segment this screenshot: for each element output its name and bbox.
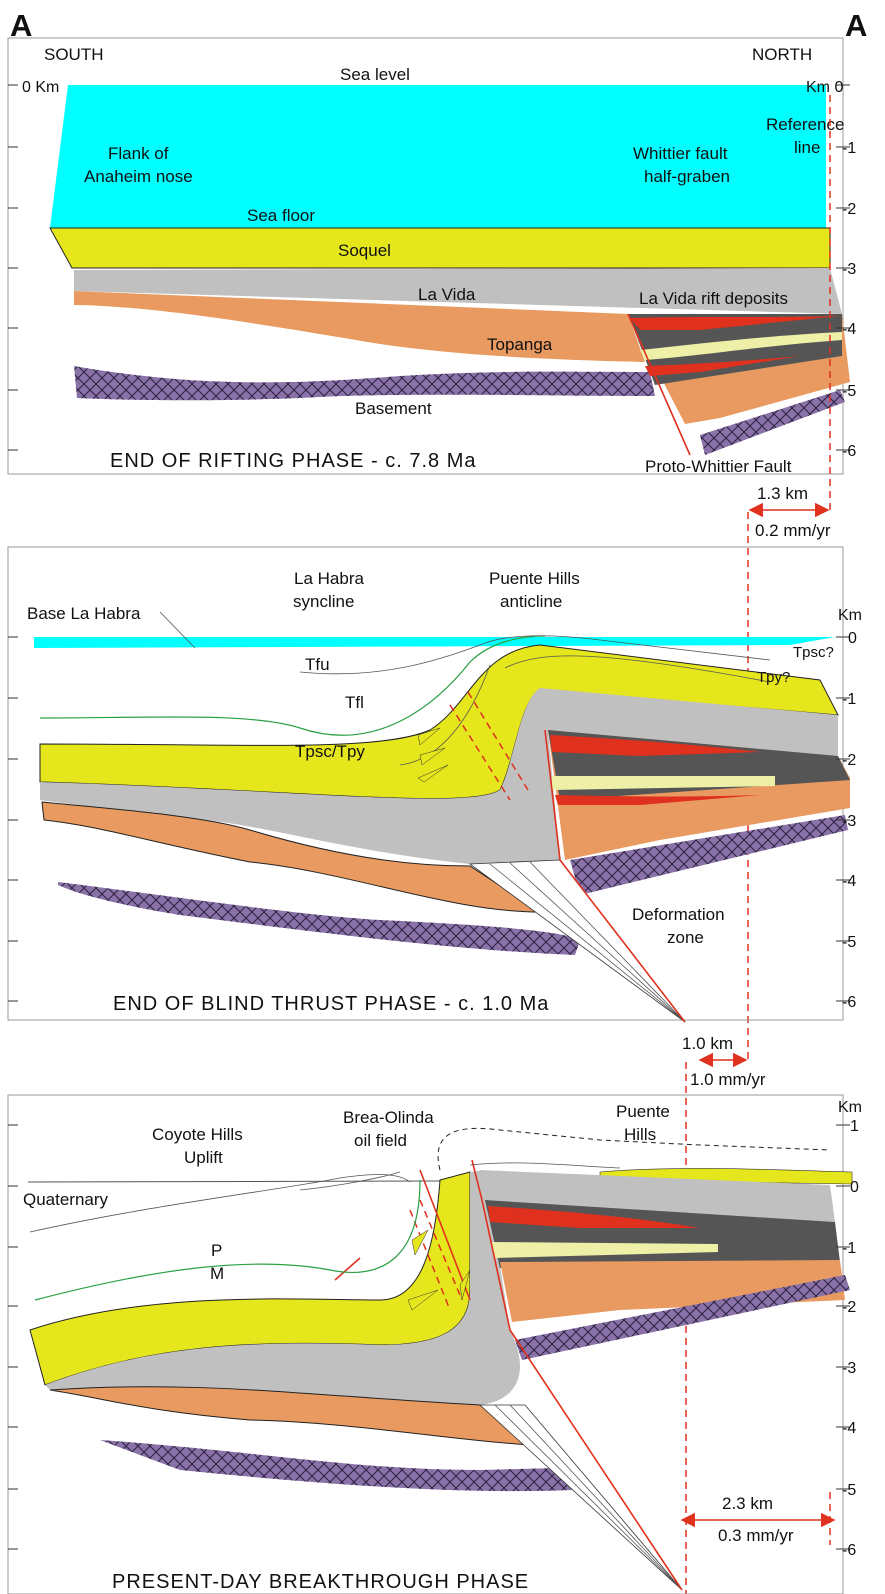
layer-label: Quaternary [23,1190,109,1209]
axis-tick-label: -6 [842,1542,856,1559]
axis-unit: Km [838,607,862,624]
annotation: Hills [624,1125,656,1144]
annotation: Coyote Hills [152,1125,243,1144]
axis-tick-label: -5 [842,934,856,951]
direction-label: SOUTH [44,45,104,64]
layer-label: Tfl [345,693,364,712]
layer-label: P [211,1241,222,1260]
layer-label: Basement [355,399,432,418]
layer-label: Sea floor [247,206,315,225]
axis-tick-label: -5 [842,383,856,400]
axis-tick-label: -6 [842,994,856,1011]
annotation: Brea-Olinda [343,1108,434,1127]
panel-title: END OF BLIND THRUST PHASE - c. 1.0 Ma [113,993,549,1015]
axis-tick-label: -4 [842,321,856,338]
axis-tick-label: 0 [848,630,857,647]
annotation: Puente Hills [489,569,580,588]
axis-tick-label: -3 [842,813,856,830]
cross-section-figure: A A 0 Km Km 0 -1 -2 -3 -4 -5 -6 SOUTH NO… [0,0,885,1594]
offset-distance: 2.3 km [722,1494,773,1513]
axis-tick-label: -2 [842,752,856,769]
axis-tick-label: -1 [842,1240,856,1257]
basement-layer [100,1440,572,1491]
offset-rate: 0.3 mm/yr [718,1526,794,1545]
deformation-lines [495,1405,682,1590]
direction-label: NORTH [752,45,812,64]
axis-unit: Km [838,1099,862,1116]
annotation: Deformation [632,905,725,924]
panel-breakthrough: Km 1 0 -1 -2 -3 -4 -5 -6 Coyote Hills Up… [8,1095,862,1594]
annotation: syncline [293,592,354,611]
axis-tick-label: -1 [842,140,856,157]
annotation: Proto-Whittier Fault [645,457,792,476]
annotation: Whittier fault [633,144,728,163]
offset-rate: 1.0 mm/yr [690,1070,766,1089]
layer-label: M [210,1264,224,1283]
axis-tick-label: -2 [842,1299,856,1316]
annotation: Flank of [108,144,169,163]
offset-rate: 0.2 mm/yr [755,521,831,540]
axis-tick-label: -3 [842,261,856,278]
panel-blind-thrust: Km 0 -1 -2 -3 -4 -5 -6 La Habra syncline… [8,547,862,1022]
deformation-zone [480,1405,682,1590]
axis-tick-label: -5 [842,1482,856,1499]
sea-layer [34,637,835,648]
layer-label: Tpsc? [793,644,834,661]
annotation: line [794,138,820,157]
annotation: La Habra [294,569,364,588]
annotation: Uplift [184,1148,223,1167]
axis-tick-label: -2 [842,201,856,218]
layer-label: La Vida rift deposits [639,289,788,308]
panel-title: PRESENT-DAY BREAKTHROUGH PHASE [112,1571,529,1593]
axis-label: 0 Km [22,79,59,96]
annotation: zone [667,928,704,947]
axis-tick-label: 1 [850,1118,859,1135]
axis-tick-label: -3 [842,1360,856,1377]
layer-label: Topanga [487,335,553,354]
annotation: half-graben [644,167,730,186]
axis-tick-label: 0 [850,1179,859,1196]
annotation: Reference [766,115,844,134]
layer-label: Tfu [305,655,330,674]
axis-tick-label: -1 [842,691,856,708]
annotation: oil field [354,1131,407,1150]
axis-tick-label: -4 [842,873,856,890]
panel-rifting: 0 Km Km 0 -1 -2 -3 -4 -5 -6 SOUTH NORTH … [8,38,856,476]
layer-label: Sea level [340,65,410,84]
axis-tick-label: -6 [842,443,856,460]
annotation: anticline [500,592,562,611]
layer-label: Soquel [338,241,391,260]
section-marker: A [845,8,867,43]
offset-distance: 1.0 km [682,1034,733,1053]
panel-title: END OF RIFTING PHASE - c. 7.8 Ma [110,450,477,472]
layer-label: Tpy? [757,669,790,686]
annotation: Puente [616,1102,670,1121]
axis-tick-label: -4 [842,1420,856,1437]
basement-layer [74,366,655,400]
annotation: Anaheim nose [84,167,193,186]
annotation: Base La Habra [27,604,141,623]
axis-label: Km 0 [806,79,843,96]
layer-label: Tpsc/Tpy [295,742,365,761]
offset-distance: 1.3 km [757,484,808,503]
layer-label: La Vida [418,285,476,304]
soquel-layer [50,228,830,268]
